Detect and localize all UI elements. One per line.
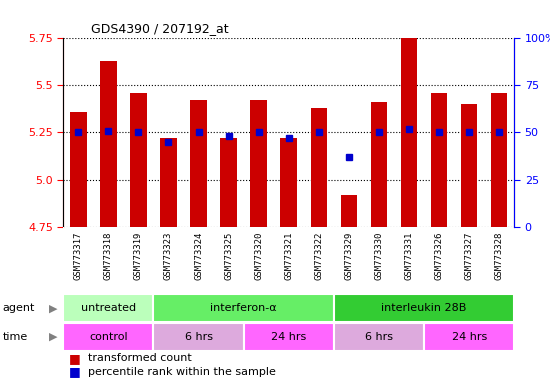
- Text: GSM773330: GSM773330: [375, 232, 383, 280]
- Text: interleukin 28B: interleukin 28B: [381, 303, 467, 313]
- Bar: [401, 38, 417, 227]
- FancyBboxPatch shape: [63, 295, 153, 322]
- Bar: [280, 138, 297, 227]
- Bar: [221, 138, 237, 227]
- FancyBboxPatch shape: [334, 323, 424, 351]
- FancyBboxPatch shape: [424, 323, 514, 351]
- Bar: [250, 101, 267, 227]
- Text: GSM773325: GSM773325: [224, 232, 233, 280]
- Text: GSM773322: GSM773322: [314, 232, 323, 280]
- Text: ■: ■: [69, 365, 80, 378]
- Text: GSM773327: GSM773327: [465, 232, 474, 280]
- Text: 24 hrs: 24 hrs: [452, 332, 487, 342]
- Text: control: control: [89, 332, 128, 342]
- Bar: [70, 112, 86, 227]
- Bar: [130, 93, 147, 227]
- Text: 6 hrs: 6 hrs: [185, 332, 212, 342]
- Bar: [371, 103, 387, 227]
- Text: interferon-α: interferon-α: [210, 303, 277, 313]
- Text: agent: agent: [3, 303, 35, 313]
- Text: 24 hrs: 24 hrs: [271, 332, 306, 342]
- Text: GSM773319: GSM773319: [134, 232, 143, 280]
- Bar: [100, 61, 117, 227]
- Text: GDS4390 / 207192_at: GDS4390 / 207192_at: [91, 22, 228, 35]
- Text: ■: ■: [69, 352, 80, 364]
- Bar: [461, 104, 477, 227]
- Text: transformed count: transformed count: [88, 353, 192, 363]
- FancyBboxPatch shape: [63, 323, 153, 351]
- Text: GSM773326: GSM773326: [434, 232, 444, 280]
- Text: GSM773318: GSM773318: [104, 232, 113, 280]
- Text: GSM773320: GSM773320: [254, 232, 263, 280]
- Text: GSM773317: GSM773317: [74, 232, 83, 280]
- Text: GSM773323: GSM773323: [164, 232, 173, 280]
- FancyBboxPatch shape: [153, 323, 244, 351]
- Text: GSM773331: GSM773331: [404, 232, 414, 280]
- Text: 6 hrs: 6 hrs: [365, 332, 393, 342]
- Text: ▶: ▶: [50, 332, 58, 342]
- Text: GSM773329: GSM773329: [344, 232, 354, 280]
- Bar: [160, 138, 177, 227]
- FancyBboxPatch shape: [244, 323, 334, 351]
- Bar: [431, 93, 447, 227]
- Bar: [190, 101, 207, 227]
- Text: percentile rank within the sample: percentile rank within the sample: [88, 366, 276, 377]
- FancyBboxPatch shape: [334, 295, 514, 322]
- Bar: [491, 93, 508, 227]
- Text: GSM773321: GSM773321: [284, 232, 293, 280]
- Text: untreated: untreated: [81, 303, 136, 313]
- Text: ▶: ▶: [50, 303, 58, 313]
- Text: time: time: [3, 332, 28, 342]
- Text: GSM773328: GSM773328: [494, 232, 504, 280]
- Bar: [340, 195, 357, 227]
- Text: GSM773324: GSM773324: [194, 232, 203, 280]
- FancyBboxPatch shape: [153, 295, 334, 322]
- Bar: [311, 108, 327, 227]
